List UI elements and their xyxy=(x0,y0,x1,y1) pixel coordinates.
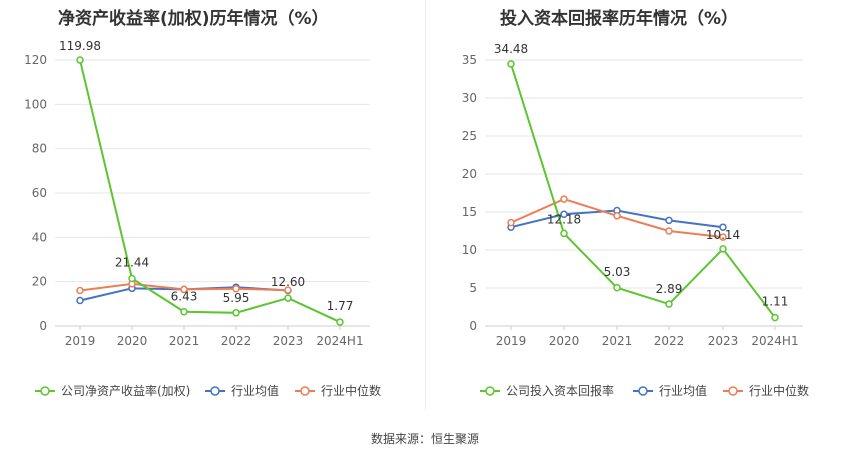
data-label: 5.95 xyxy=(223,291,250,305)
data-label: 12.60 xyxy=(271,275,305,289)
legend-marker xyxy=(728,386,738,396)
x-tick-label: 2020 xyxy=(549,334,580,348)
data-point xyxy=(76,296,84,305)
legend-marker xyxy=(638,386,648,396)
y-tick-label: 5 xyxy=(469,281,477,295)
data-point xyxy=(232,309,240,317)
y-tick-label: 0 xyxy=(39,319,47,333)
data-point xyxy=(665,300,673,308)
data-point xyxy=(507,60,515,68)
data-point xyxy=(665,227,673,235)
y-tick-label: 20 xyxy=(462,167,477,181)
data-point xyxy=(560,210,568,219)
data-label: 119.98 xyxy=(59,39,101,53)
data-point xyxy=(771,313,779,322)
right-chart-title: 投入资本回报率历年情况（%） xyxy=(500,9,739,29)
series-line-0 xyxy=(510,63,776,319)
data-point xyxy=(719,245,727,253)
y-tick-label: 40 xyxy=(32,230,47,244)
legend-marker xyxy=(210,386,220,396)
y-tick-label: 80 xyxy=(32,142,47,156)
y-tick-label: 20 xyxy=(32,275,47,289)
data-point xyxy=(180,285,188,294)
data-label: 12.18 xyxy=(547,212,581,226)
legend-item-1[interactable]: 行业均值 xyxy=(633,383,707,398)
data-point xyxy=(336,318,344,326)
chart-divider xyxy=(425,0,426,410)
data-label: 34.48 xyxy=(494,42,528,56)
data-label: 2.89 xyxy=(656,282,683,296)
data-point xyxy=(719,233,727,241)
x-tick-label: 2024H1 xyxy=(751,334,798,348)
legend-item-0[interactable]: 公司净资产收益率(加权) xyxy=(35,383,190,398)
legend-marker xyxy=(40,386,50,396)
data-point xyxy=(613,284,621,292)
x-tick-label: 2023 xyxy=(273,334,304,348)
data-point xyxy=(76,286,84,295)
data-point xyxy=(128,274,136,283)
data-label: 5.03 xyxy=(604,265,631,279)
y-tick-label: 35 xyxy=(462,53,477,67)
data-label: 21.44 xyxy=(115,255,149,269)
y-tick-label: 30 xyxy=(462,91,477,105)
x-tick-label: 2022 xyxy=(221,334,252,348)
data-label: 1.11 xyxy=(762,295,789,309)
chart-0: 0 20 40 60 80 100 120 2019 2020 2021 2022 2023 2024H… xyxy=(24,39,381,398)
y-tick-label: 60 xyxy=(32,186,47,200)
y-tick-label: 100 xyxy=(24,97,47,111)
legend-item-0[interactable]: 公司投入资本回报率 xyxy=(480,383,614,398)
left-chart-title: 净资产收益率(加权)历年情况（%） xyxy=(58,9,329,29)
data-point xyxy=(665,216,673,225)
series-line-0 xyxy=(79,59,341,323)
legend-label: 公司投入资本回报率 xyxy=(506,383,614,398)
x-tick-label: 2020 xyxy=(117,334,148,348)
data-point xyxy=(76,56,84,64)
y-tick-label: 120 xyxy=(24,53,47,67)
x-tick-label: 2023 xyxy=(708,334,739,348)
data-point xyxy=(284,286,292,294)
data-point xyxy=(719,223,727,231)
legend-label: 行业均值 xyxy=(231,383,279,398)
x-tick-label: 2019 xyxy=(65,334,96,348)
x-tick-label: 2024H1 xyxy=(316,334,363,348)
legend-label: 行业中位数 xyxy=(321,383,381,398)
x-tick-label: 2021 xyxy=(602,334,633,348)
data-label: 1.77 xyxy=(327,299,354,313)
legend-label: 行业中位数 xyxy=(749,383,809,398)
y-tick-label: 0 xyxy=(469,319,477,333)
chart-1: 0 5 10 15 20 25 30 35 2019 2020 2021 2022 2023 2024H1… xyxy=(462,42,809,398)
data-label: 6.43 xyxy=(171,290,198,304)
y-tick-label: 25 xyxy=(462,129,477,143)
data-point xyxy=(284,294,292,302)
data-source: 数据来源：恒生聚源 xyxy=(370,432,479,446)
data-point xyxy=(560,229,568,238)
y-tick-label: 15 xyxy=(462,205,477,219)
legend-item-1[interactable]: 行业均值 xyxy=(205,383,279,398)
x-tick-label: 2019 xyxy=(496,334,527,348)
data-point xyxy=(507,218,515,227)
x-tick-label: 2022 xyxy=(654,334,685,348)
data-point xyxy=(180,307,188,316)
legend-label: 公司净资产收益率(加权) xyxy=(61,383,190,398)
legend-marker xyxy=(485,386,495,396)
legend-label: 行业均值 xyxy=(659,383,707,398)
data-label: 10.14 xyxy=(706,228,740,242)
data-point xyxy=(232,285,240,293)
data-point xyxy=(560,195,568,203)
data-point xyxy=(613,212,621,220)
y-tick-label: 10 xyxy=(462,243,477,257)
x-tick-label: 2021 xyxy=(169,334,200,348)
legend-marker xyxy=(300,386,310,396)
legend-item-2[interactable]: 行业中位数 xyxy=(723,383,809,398)
legend-item-2[interactable]: 行业中位数 xyxy=(295,383,381,398)
